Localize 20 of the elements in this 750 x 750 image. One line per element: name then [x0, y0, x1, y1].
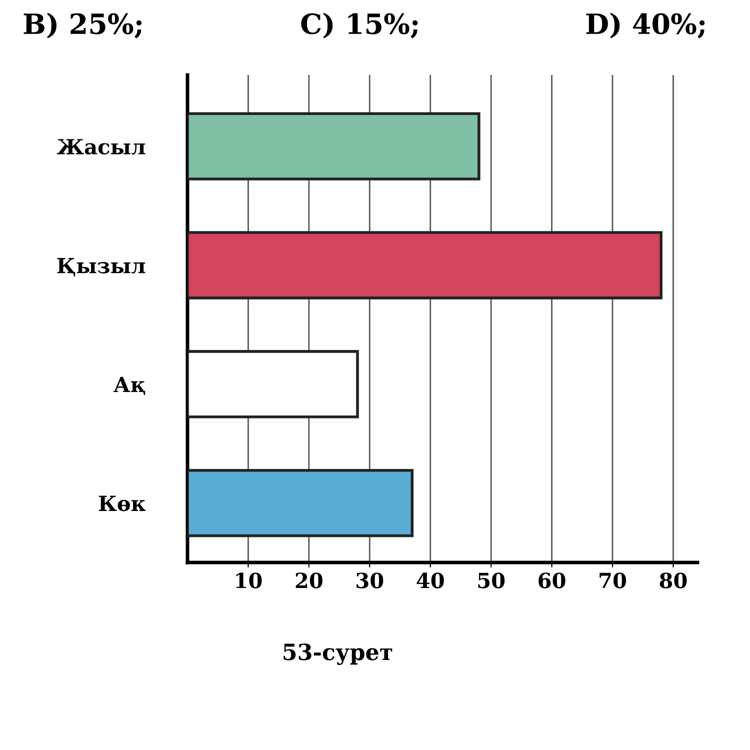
y-tick-label: Ақ	[114, 376, 146, 395]
bar	[188, 350, 359, 418]
bar	[188, 112, 480, 180]
x-tick-label: 60	[538, 572, 566, 588]
y-tick-label: Жасыл	[56, 139, 146, 155]
x-tick-label: 80	[660, 572, 687, 588]
x-tick-label: 20	[296, 572, 322, 588]
x-tick-label: 70	[600, 572, 626, 588]
text: B) 25%;	[24, 12, 142, 38]
text: D) 40%;	[586, 12, 705, 38]
bar	[188, 231, 662, 300]
x-tick-label: 50	[478, 572, 505, 588]
x-tick-label: 40	[416, 572, 444, 588]
x-tick-label: 10	[236, 572, 262, 588]
bar	[188, 468, 414, 538]
x-tick-label: 30	[356, 572, 384, 588]
y-tick-label: Қызыл	[57, 258, 146, 276]
text: C) 15%;	[301, 12, 418, 38]
y-tick-label: Көк	[98, 496, 146, 512]
text: 53-сурет	[284, 644, 392, 665]
